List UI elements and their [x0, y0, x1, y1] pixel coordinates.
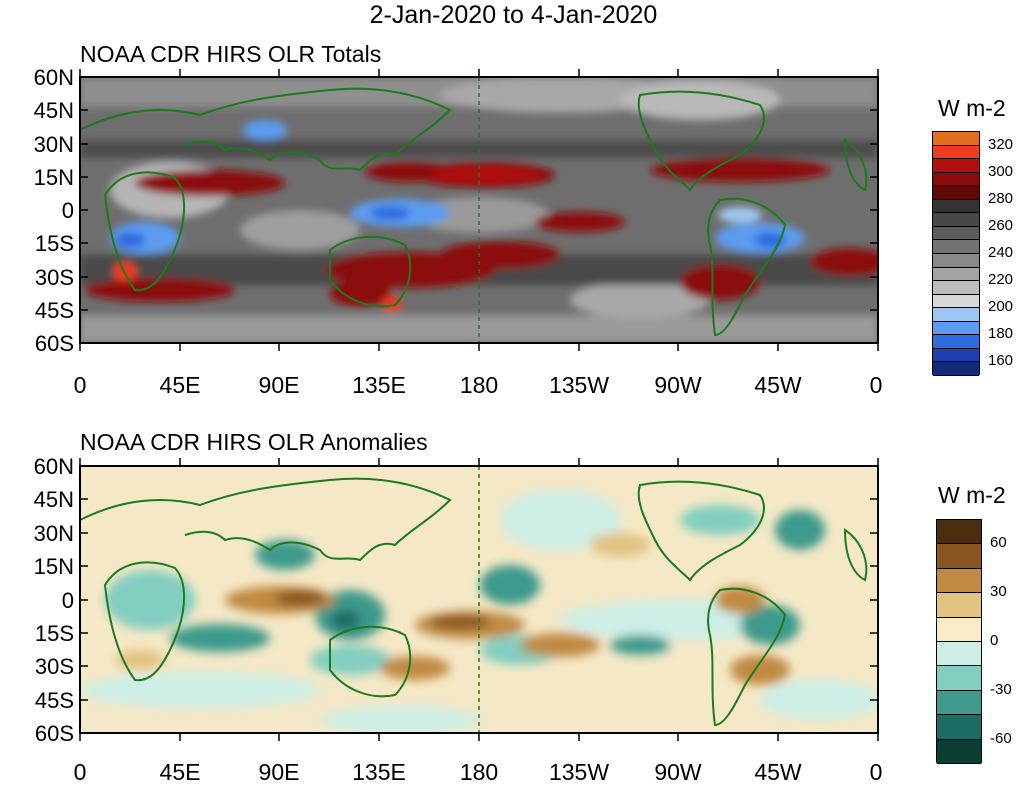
lat-label: 30N: [34, 132, 74, 157]
colorbar-tick-label: 0: [990, 632, 999, 649]
totals-panel-title: NOAA CDR HIRS OLR Totals: [80, 41, 382, 67]
colorbar-cell: [933, 172, 979, 187]
colorbar-tick-label: 60: [990, 534, 1007, 552]
lon-label: 45E: [160, 759, 201, 785]
lat-label: 15S: [35, 621, 74, 646]
lon-label: 135E: [352, 759, 406, 785]
colorbar-cell: [933, 213, 979, 227]
totals-ticks: [79, 69, 879, 351]
colorbar-cell: [933, 240, 979, 254]
colorbar-cell: [937, 690, 981, 716]
colorbar-cell: [933, 335, 979, 349]
anomalies-legend: W m-2 60 30 0 -30 -60: [930, 482, 1027, 782]
lat-label: 45N: [34, 98, 74, 123]
colorbar-cell: [937, 544, 981, 569]
colorbar-cell: [933, 226, 979, 241]
totals-colorbar: [932, 131, 980, 376]
lon-label: 90W: [654, 372, 702, 398]
lat-label: 15N: [34, 554, 74, 579]
lat-label: 30S: [35, 654, 74, 679]
totals-lon-labels: 0 45E 90E 135E 180 135W 90W 45W 0: [74, 372, 883, 398]
lon-label: 0: [74, 372, 87, 398]
lat-label: 0: [62, 198, 74, 223]
totals-map[interactable]: 60N 45N 30N 15N 0 15S 30S 45S 60S 0 45E …: [0, 0, 1027, 420]
colorbar-tick-label: 160: [988, 352, 1014, 370]
lat-label: 0: [62, 588, 74, 613]
lon-label: 90W: [654, 759, 702, 785]
colorbar-cell: [933, 267, 979, 282]
lat-label: 60S: [35, 721, 74, 746]
colorbar-cell: [933, 145, 979, 160]
colorbar-cell: [937, 666, 981, 691]
colorbar-cell: [933, 362, 979, 376]
lon-label: 0: [870, 372, 883, 398]
lat-label: 45S: [35, 688, 74, 713]
colorbar-tick-label: 280: [988, 189, 1014, 207]
colorbar-cell: [937, 520, 981, 545]
lat-label: 15S: [35, 231, 74, 256]
anomalies-ticks: [79, 458, 879, 741]
colorbar-cell: [937, 739, 981, 764]
lon-label: 45E: [160, 372, 201, 398]
lon-label: 180: [460, 759, 498, 785]
lon-label: 90E: [259, 372, 300, 398]
lat-label: 45S: [35, 298, 74, 323]
lon-label: 0: [870, 759, 883, 785]
lat-label: 60N: [34, 454, 74, 479]
lon-label: 45W: [754, 372, 802, 398]
colorbar-cell: [933, 348, 979, 363]
colorbar-cell: [933, 186, 979, 200]
lon-label: 135W: [549, 372, 609, 398]
colorbar-tick-label: 240: [988, 244, 1014, 261]
colorbar-tick-label: 30: [990, 583, 1007, 601]
lon-label: 135W: [549, 759, 609, 785]
lon-label: 180: [460, 372, 498, 398]
colorbar-tick-label: 200: [988, 298, 1014, 316]
colorbar-cell: [937, 642, 981, 667]
colorbar-cell: [937, 593, 981, 618]
lon-label: 0: [74, 759, 87, 785]
main-title: 2-Jan-2020 to 4-Jan-2020: [369, 1, 658, 29]
colorbar-cell: [933, 308, 979, 322]
colorbar-tick-label: 220: [988, 271, 1014, 289]
anomalies-coastlines: [80, 477, 868, 727]
colorbar-cell: [933, 159, 979, 173]
totals-legend-units: W m-2: [938, 95, 1006, 121]
lat-label: 30S: [35, 265, 74, 290]
totals-lat-labels: 60N 45N 30N 15N 0 15S 30S 45S 60S: [34, 65, 74, 356]
anomalies-colorbar: [936, 519, 982, 764]
totals-coastlines: [80, 87, 868, 337]
anomalies-field: [80, 466, 878, 733]
colorbar-tick-label: 260: [988, 216, 1014, 234]
lat-label: 30N: [34, 521, 74, 546]
colorbar-cell: [937, 715, 981, 740]
colorbar-cell: [937, 617, 981, 642]
colorbar-cell: [933, 199, 979, 214]
lat-label: 15N: [34, 165, 74, 190]
colorbar-cell: [933, 132, 979, 146]
lon-label: 45W: [754, 759, 802, 785]
lon-label: 90E: [259, 759, 300, 785]
anomalies-lat-labels: 60N 45N 30N 15N 0 15S 30S 45S 60S: [34, 454, 74, 746]
lat-label: 60S: [35, 331, 74, 356]
colorbar-cell: [933, 281, 979, 295]
colorbar-tick-label: 320: [988, 135, 1014, 153]
colorbar-cell: [937, 568, 981, 594]
anomalies-lon-labels: 0 45E 90E 135E 180 135W 90W 45W 0: [74, 759, 883, 785]
colorbar-cell: [933, 294, 979, 309]
lat-label: 45N: [34, 487, 74, 512]
colorbar-tick-label: -30: [990, 680, 1012, 698]
colorbar-tick-label: -60: [990, 729, 1012, 747]
colorbar-cell: [933, 321, 979, 336]
colorbar-tick-label: 180: [988, 325, 1014, 343]
anomalies-panel-title: NOAA CDR HIRS OLR Anomalies: [80, 429, 428, 455]
colorbar-cell: [933, 254, 979, 268]
colorbar-tick-label: 300: [988, 162, 1014, 180]
lon-label: 135E: [352, 372, 406, 398]
lat-label: 60N: [34, 65, 74, 90]
totals-legend: W m-2 320 300 280 260 240 220 200 180 160: [930, 95, 1027, 376]
anomalies-legend-units: W m-2: [938, 482, 1006, 508]
